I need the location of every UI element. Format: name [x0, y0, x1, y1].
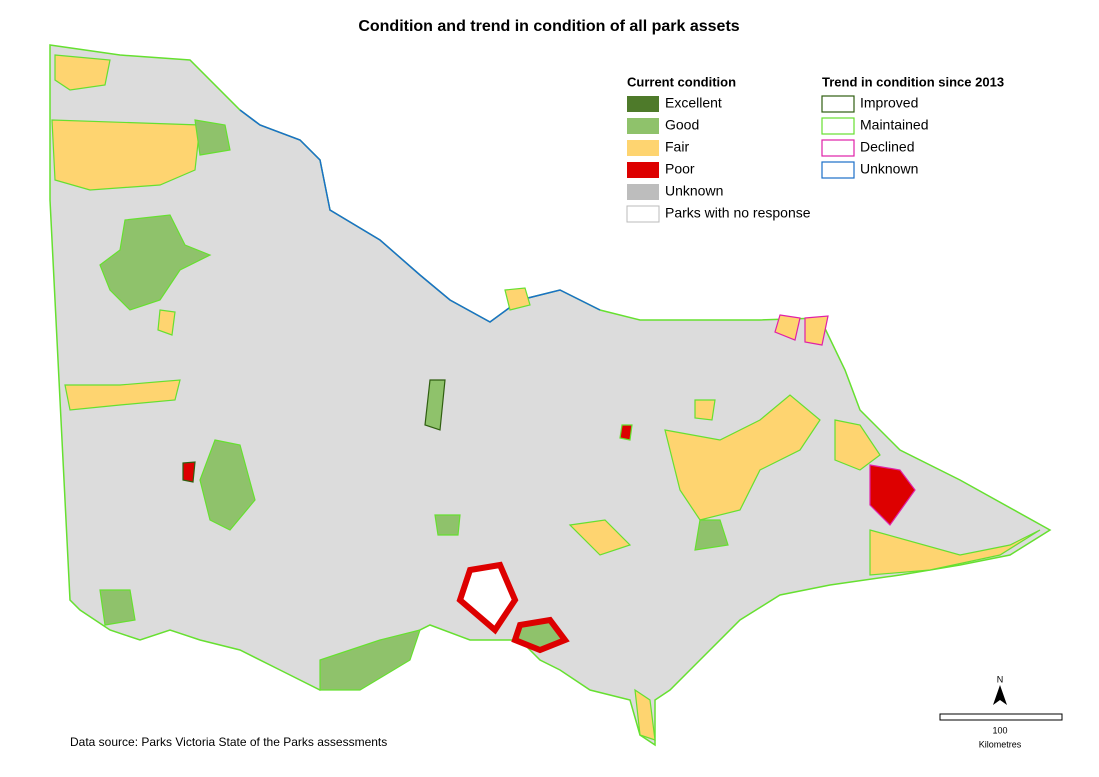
- park-fair: [157, 309, 176, 336]
- legend-swatch: [627, 96, 659, 112]
- park-good: [99, 589, 136, 626]
- legend-swatch: [821, 95, 855, 113]
- park-poor: [456, 561, 519, 635]
- legend-swatch: [627, 140, 659, 156]
- park-good: [194, 119, 231, 156]
- park-poor: [182, 461, 196, 483]
- legend-label: Declined: [860, 139, 914, 155]
- legend-label: Unknown: [860, 161, 918, 177]
- scale-unit: Kilometres: [979, 739, 1022, 749]
- park-fair: [869, 529, 1041, 576]
- map-title: Condition and trend in condition of all …: [358, 18, 739, 35]
- legend-swatch: [626, 205, 660, 223]
- north-label: N: [997, 674, 1004, 684]
- legend-heading: Trend in condition since 2013: [822, 74, 1004, 89]
- legend-label: Good: [665, 117, 699, 133]
- park-poor: [869, 464, 916, 526]
- legend-label: Improved: [860, 95, 918, 111]
- park-fair: [634, 688, 656, 741]
- parks: [51, 54, 1041, 741]
- park-fair: [664, 394, 821, 521]
- park-fair: [64, 379, 181, 411]
- legend-swatch: [821, 117, 855, 135]
- park-good: [694, 519, 729, 551]
- data-source: Data source: Parks Victoria State of the…: [70, 735, 387, 749]
- park-declined: [774, 314, 801, 341]
- legend-label: Excellent: [665, 95, 722, 111]
- scale-label: 100: [992, 725, 1007, 735]
- park-good: [99, 214, 212, 311]
- legend-swatch: [627, 162, 659, 178]
- legend-label: Maintained: [860, 117, 929, 133]
- legend-swatch: [821, 139, 855, 157]
- scale-bar: [939, 713, 1063, 721]
- legend-label: Unknown: [665, 183, 723, 199]
- park-poor: [619, 424, 633, 441]
- legend-label: Fair: [665, 139, 689, 155]
- park-declined: [804, 315, 829, 346]
- park-poor: [511, 616, 570, 654]
- legend-label: Poor: [665, 161, 695, 177]
- legend: Current condition Trend in condition sin…: [626, 74, 1004, 223]
- park-fair: [54, 54, 111, 91]
- legend-heading: Current condition: [627, 74, 736, 89]
- legend-label: Parks with no response: [665, 205, 811, 221]
- park-fair: [568, 519, 632, 556]
- legend-swatch: [821, 161, 855, 179]
- north-arrow: [993, 685, 1007, 705]
- park-improved: [424, 379, 446, 431]
- legend-swatch: [627, 184, 659, 200]
- park-fair: [834, 419, 881, 471]
- park-good: [434, 514, 461, 536]
- park-good: [199, 439, 256, 531]
- park-fair: [694, 399, 716, 421]
- legend-swatch: [627, 118, 659, 134]
- park-fair: [504, 287, 531, 311]
- park-good: [319, 629, 421, 691]
